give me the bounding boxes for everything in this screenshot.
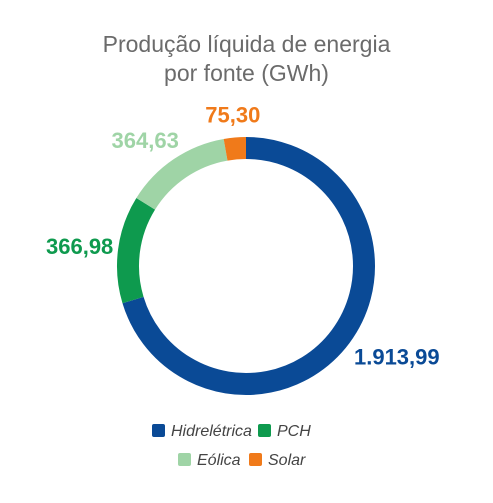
legend-label-pch: PCH [277,423,311,440]
legend-swatch-pch [258,424,271,437]
data-label-solar: 75,30 [205,103,260,128]
data-label-pch: 366,98 [46,234,113,259]
donut-slice-hidreletrica [122,137,375,395]
chart-title-line-2: por fonte (GWh) [164,60,329,86]
legend-swatch-solar [249,453,262,466]
data-label-eolica: 364,63 [112,128,179,153]
donut-slice-eolica [136,138,228,210]
legend-swatch-hidreletrica [152,424,165,437]
donut-slice-pch [117,198,156,304]
legend-label-eolica: Eólica [197,452,241,469]
chart-title: Produção líquida de energia por fonte (G… [0,30,493,88]
donut-slice-solar [223,137,247,161]
data-label-hidreletrica: 1.913,99 [354,345,440,370]
legend-label-solar: Solar [268,452,306,469]
chart-title-line-1: Produção líquida de energia [102,31,391,57]
legend-label-hidreletrica: Hidrelétrica [171,423,252,440]
legend-swatch-eolica [178,453,191,466]
